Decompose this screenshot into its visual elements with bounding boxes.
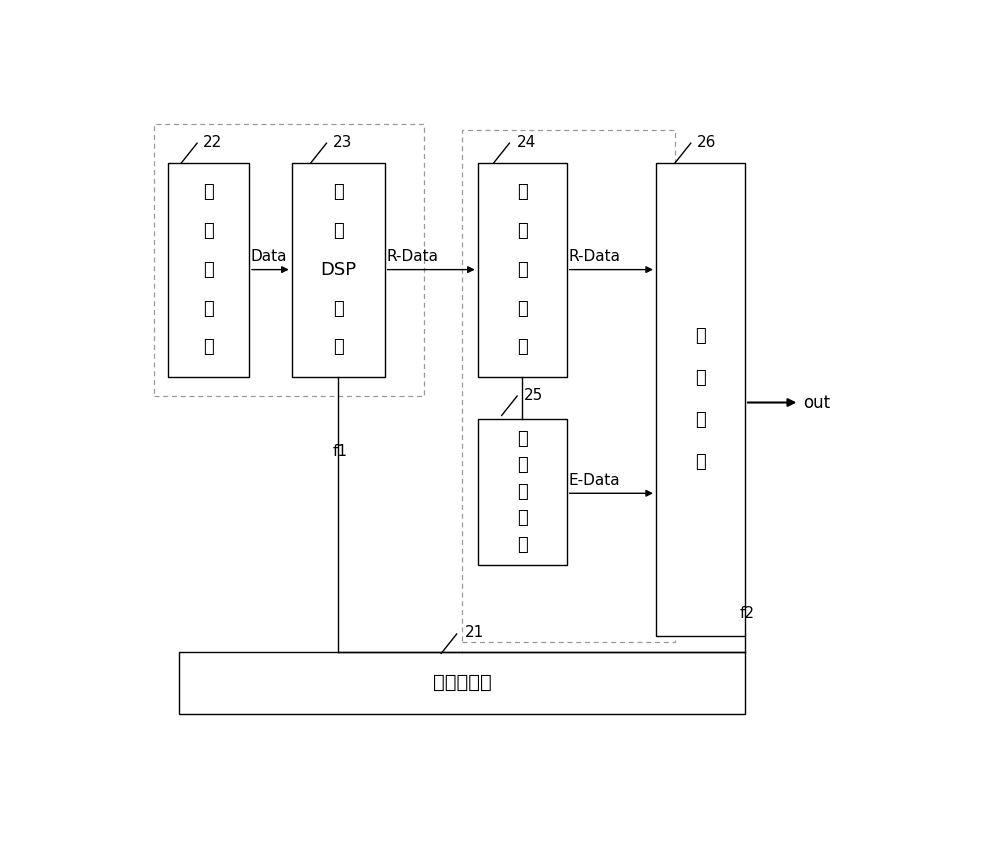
Text: 存: 存	[517, 482, 528, 501]
Text: 测: 测	[695, 327, 706, 345]
Bar	[656, 163, 745, 636]
Text: R-Data: R-Data	[568, 249, 620, 264]
Bar	[478, 163, 567, 376]
Text: 存: 存	[203, 261, 214, 279]
Text: R-Data: R-Data	[386, 249, 438, 264]
Text: 23: 23	[333, 135, 352, 150]
Text: 储: 储	[203, 300, 214, 317]
Text: out: out	[803, 393, 830, 412]
Bar	[478, 418, 567, 565]
Text: Data: Data	[251, 249, 287, 264]
Text: 测: 测	[333, 221, 344, 240]
Text: 元: 元	[333, 338, 344, 356]
Text: 第: 第	[203, 183, 214, 200]
Text: 21: 21	[464, 626, 484, 641]
Text: 器: 器	[203, 338, 214, 356]
Text: 存: 存	[517, 261, 528, 279]
Text: 第: 第	[517, 429, 528, 448]
Bar	[292, 163, 385, 376]
Text: 24: 24	[516, 135, 536, 150]
Text: 第: 第	[517, 183, 528, 200]
Bar	[462, 131, 675, 642]
Text: 单: 单	[333, 300, 344, 317]
Text: 25: 25	[524, 387, 543, 402]
Text: 时钟管理器: 时钟管理器	[433, 674, 492, 692]
Text: 器: 器	[517, 536, 528, 554]
Text: 二: 二	[517, 221, 528, 240]
Text: 待: 待	[333, 183, 344, 200]
Text: 26: 26	[697, 135, 716, 150]
Bar	[168, 163, 249, 376]
Text: 元: 元	[695, 454, 706, 472]
Text: f1: f1	[333, 444, 348, 459]
Text: E-Data: E-Data	[568, 473, 620, 488]
Bar	[179, 652, 745, 714]
Text: 试: 试	[695, 369, 706, 387]
Text: 一: 一	[203, 221, 214, 240]
Text: 储: 储	[517, 300, 528, 317]
Bar	[154, 124, 424, 396]
Text: f2: f2	[740, 605, 755, 621]
Text: DSP: DSP	[320, 261, 356, 279]
Text: 22: 22	[202, 135, 222, 150]
Text: 储: 储	[517, 509, 528, 527]
Text: 器: 器	[517, 338, 528, 356]
Text: 单: 单	[695, 412, 706, 429]
Text: 三: 三	[517, 456, 528, 474]
